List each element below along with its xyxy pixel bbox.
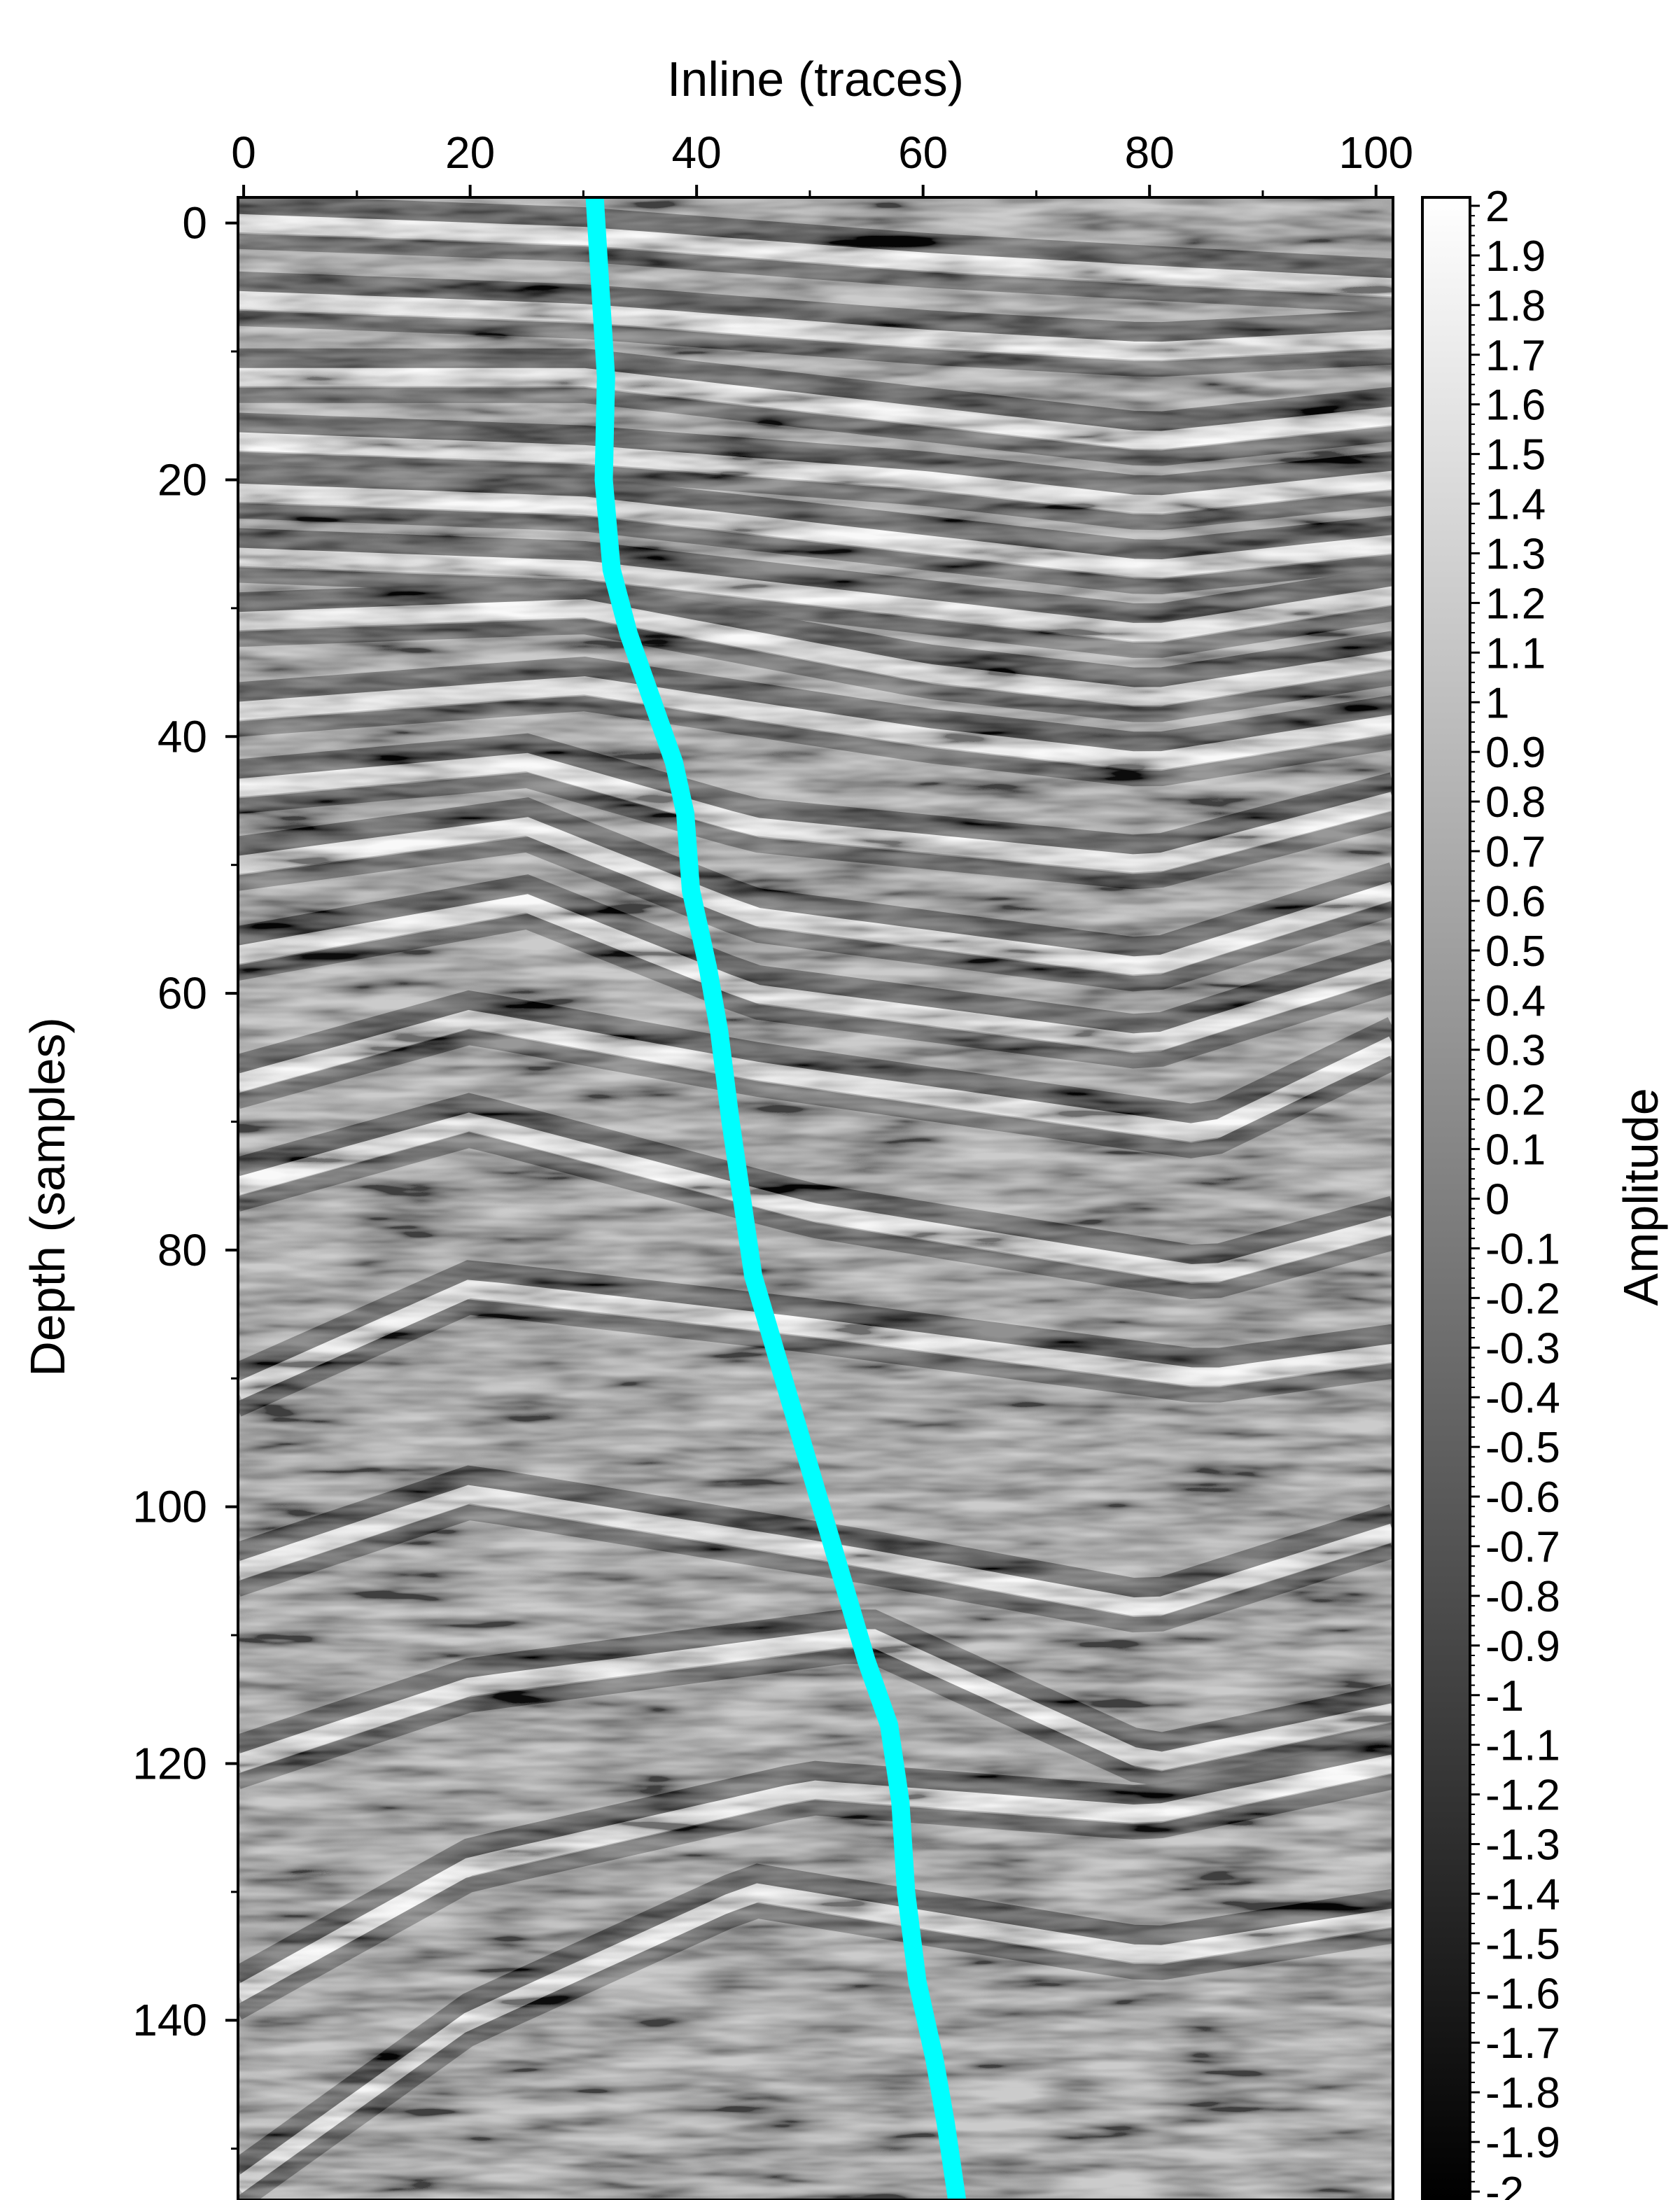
colorbar-tick-label: 0.1 bbox=[1485, 1126, 1546, 1175]
colorbar-tick-label: -0.7 bbox=[1485, 1523, 1560, 1571]
colorbar-tick-label: 1 bbox=[1485, 679, 1509, 727]
y-tick-label: 80 bbox=[158, 1225, 207, 1275]
colorbar-tick-label: -1.1 bbox=[1485, 1722, 1560, 1770]
colorbar-tick-label: 1.4 bbox=[1485, 481, 1546, 529]
colorbar-tick-label: -1.5 bbox=[1485, 1920, 1560, 1968]
colorbar-tick-label: 1.2 bbox=[1485, 580, 1546, 628]
x-tick-label: 0 bbox=[231, 127, 256, 178]
y-tick-label: 60 bbox=[158, 968, 207, 1018]
colorbar-tick-label: 0.3 bbox=[1485, 1027, 1546, 1075]
seismic-image bbox=[237, 196, 1394, 2200]
colorbar-tick-label: 0.6 bbox=[1485, 878, 1546, 926]
x-axis-title: Inline (traces) bbox=[667, 52, 964, 106]
colorbar-tick-label: -1.2 bbox=[1485, 1772, 1560, 1820]
colorbar-tick-label: -0.8 bbox=[1485, 1573, 1560, 1621]
colorbar-tick-label: 2 bbox=[1485, 183, 1509, 231]
colorbar-tick-label: 0 bbox=[1485, 1176, 1509, 1224]
colorbar-tick-label: 0.9 bbox=[1485, 729, 1546, 777]
colorbar-tick-label: 1.8 bbox=[1485, 282, 1546, 330]
colorbar-tick-label: -1.3 bbox=[1485, 1821, 1560, 1870]
colorbar-tick-label: 1.7 bbox=[1485, 332, 1546, 380]
colorbar-tick-label: 0.8 bbox=[1485, 778, 1546, 827]
colorbar-title: Amplitude bbox=[1614, 1088, 1668, 1305]
y-tick-label: 0 bbox=[182, 198, 207, 248]
colorbar-tick-label: -1.6 bbox=[1485, 1970, 1560, 2018]
y-tick-label: 20 bbox=[158, 454, 207, 505]
colorbar-tick-label: 1.9 bbox=[1485, 232, 1546, 281]
x-tick-label: 80 bbox=[1125, 127, 1175, 178]
x-tick-label: 40 bbox=[672, 127, 722, 178]
colorbar-tick-label: 0.7 bbox=[1485, 828, 1546, 876]
colorbar-tick-label: -0.6 bbox=[1485, 1473, 1560, 1522]
y-tick-label: 100 bbox=[132, 1482, 207, 1532]
y-tick-label: 140 bbox=[132, 1995, 207, 2045]
colorbar-tick-label: -0.2 bbox=[1485, 1275, 1560, 1323]
colorbar-tick-label: -0.4 bbox=[1485, 1374, 1560, 1422]
y-axis: 0 20 40 60 80 100 120 140 bbox=[132, 197, 239, 2200]
colorbar-tick-label: -0.1 bbox=[1485, 1225, 1560, 1273]
colorbar-tick-label: 1.6 bbox=[1485, 381, 1546, 430]
colorbar-tick-label: 1.3 bbox=[1485, 530, 1546, 578]
colorbar: 21.91.81.71.61.51.41.31.21.110.90.80.70.… bbox=[1421, 183, 1668, 2200]
colorbar-tick-label: 0.2 bbox=[1485, 1077, 1546, 1125]
x-axis: 0 20 40 60 80 100 bbox=[231, 127, 1413, 199]
colorbar-tick-label: -2 bbox=[1485, 2169, 1524, 2200]
colorbar-tick-label: -0.9 bbox=[1485, 1623, 1560, 1671]
y-tick-label: 40 bbox=[158, 711, 207, 762]
colorbar-gradient bbox=[1421, 196, 1471, 2200]
colorbar-tick-label: -1.7 bbox=[1485, 2019, 1560, 2068]
y-tick-label: 120 bbox=[132, 1738, 207, 1788]
colorbar-tick-label: 1.1 bbox=[1485, 629, 1546, 678]
x-tick-label: 100 bbox=[1338, 127, 1413, 178]
colorbar-tick-label: -0.3 bbox=[1485, 1324, 1560, 1373]
fault-interpretation-line bbox=[585, 197, 967, 2200]
x-tick-label: 60 bbox=[898, 127, 948, 178]
x-tick-label: 20 bbox=[445, 127, 495, 178]
colorbar-tick-label: -1.9 bbox=[1485, 2119, 1560, 2167]
colorbar-tick-label: 1.5 bbox=[1485, 431, 1546, 479]
colorbar-tick-label: -0.5 bbox=[1485, 1424, 1560, 1472]
colorbar-tick-label: -1 bbox=[1485, 1672, 1524, 1721]
colorbar-tick-label: 0.5 bbox=[1485, 927, 1546, 976]
colorbar-tick-label: -1.4 bbox=[1485, 1870, 1560, 1919]
fault-line bbox=[585, 197, 967, 2200]
colorbar-tick-label: 0.4 bbox=[1485, 977, 1546, 1025]
y-axis-title: Depth (samples) bbox=[20, 1017, 75, 1377]
colorbar-ticks: 21.91.81.71.61.51.41.31.21.110.90.80.70.… bbox=[1470, 183, 1560, 2200]
colorbar-tick-label: -1.8 bbox=[1485, 2069, 1560, 2117]
